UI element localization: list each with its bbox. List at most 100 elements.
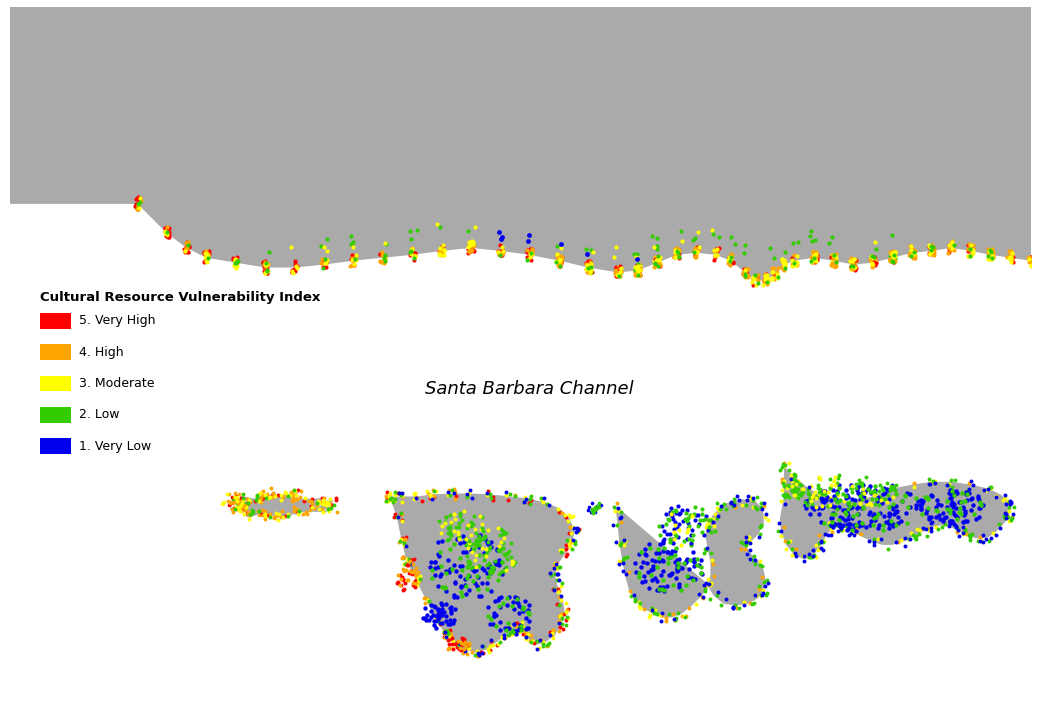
- Point: [666, 251, 683, 263]
- Point: [863, 487, 880, 498]
- Point: [491, 617, 508, 628]
- Point: [730, 495, 746, 506]
- Point: [316, 254, 333, 266]
- Point: [1004, 247, 1020, 258]
- Point: [697, 544, 714, 555]
- Point: [972, 496, 989, 508]
- Point: [344, 253, 360, 264]
- Point: [652, 581, 668, 593]
- Point: [402, 565, 418, 577]
- Point: [524, 634, 540, 645]
- Point: [1020, 253, 1037, 265]
- Point: [764, 272, 781, 283]
- Point: [694, 591, 711, 603]
- Point: [662, 570, 679, 581]
- Point: [472, 539, 488, 550]
- Point: [461, 246, 478, 257]
- Point: [315, 493, 332, 504]
- Point: [480, 561, 497, 573]
- Point: [960, 478, 976, 489]
- Point: [810, 490, 827, 501]
- Point: [668, 563, 685, 575]
- Point: [651, 252, 667, 263]
- Point: [433, 599, 450, 610]
- Point: [863, 253, 880, 264]
- Point: [863, 256, 880, 267]
- Point: [941, 516, 958, 527]
- Point: [797, 496, 814, 507]
- Point: [662, 508, 679, 520]
- Point: [960, 250, 976, 261]
- Point: [256, 265, 273, 276]
- Point: [926, 249, 943, 261]
- Point: [543, 628, 560, 639]
- Point: [906, 478, 922, 489]
- Point: [498, 633, 514, 644]
- Point: [847, 263, 864, 275]
- Point: [847, 261, 864, 272]
- Point: [856, 488, 872, 499]
- Point: [298, 506, 314, 518]
- Point: [160, 231, 177, 242]
- Point: [1020, 251, 1037, 263]
- Point: [815, 501, 832, 513]
- Point: [854, 491, 870, 502]
- Point: [127, 201, 144, 212]
- Point: [236, 500, 253, 511]
- Point: [649, 251, 665, 263]
- Point: [707, 249, 723, 261]
- Point: [845, 256, 862, 267]
- Point: [776, 261, 792, 272]
- Point: [865, 511, 882, 522]
- FancyBboxPatch shape: [40, 376, 71, 391]
- Point: [667, 249, 684, 261]
- Point: [854, 517, 870, 528]
- Point: [787, 259, 804, 271]
- Point: [579, 259, 595, 271]
- Point: [956, 509, 972, 521]
- Point: [819, 487, 836, 498]
- FancyBboxPatch shape: [40, 344, 71, 360]
- Point: [434, 243, 451, 254]
- Point: [903, 245, 919, 256]
- Point: [906, 481, 922, 493]
- Point: [764, 262, 781, 273]
- Point: [319, 254, 335, 266]
- Point: [395, 575, 411, 586]
- Point: [201, 248, 218, 259]
- Point: [497, 549, 513, 560]
- Point: [425, 615, 441, 627]
- Point: [479, 559, 496, 570]
- Point: [247, 496, 263, 507]
- Point: [469, 648, 486, 659]
- Point: [516, 595, 533, 607]
- Point: [494, 542, 511, 553]
- Point: [552, 610, 568, 622]
- Point: [815, 517, 832, 528]
- Point: [227, 260, 244, 271]
- Point: [553, 251, 569, 262]
- Point: [935, 508, 951, 519]
- Point: [554, 618, 570, 630]
- Point: [630, 260, 646, 271]
- Point: [1004, 249, 1020, 261]
- Point: [401, 568, 417, 579]
- Point: [814, 544, 831, 555]
- Point: [863, 261, 880, 273]
- Point: [736, 600, 753, 611]
- Point: [1002, 496, 1019, 508]
- Point: [479, 487, 496, 498]
- Point: [458, 588, 475, 600]
- Point: [266, 512, 283, 523]
- Point: [562, 521, 579, 533]
- Point: [372, 255, 388, 266]
- Point: [776, 262, 792, 273]
- Point: [905, 252, 921, 263]
- Point: [461, 543, 478, 554]
- Point: [948, 523, 965, 534]
- Point: [827, 493, 843, 504]
- Point: [471, 560, 487, 571]
- Point: [486, 555, 503, 566]
- Point: [650, 251, 666, 262]
- Point: [232, 501, 249, 512]
